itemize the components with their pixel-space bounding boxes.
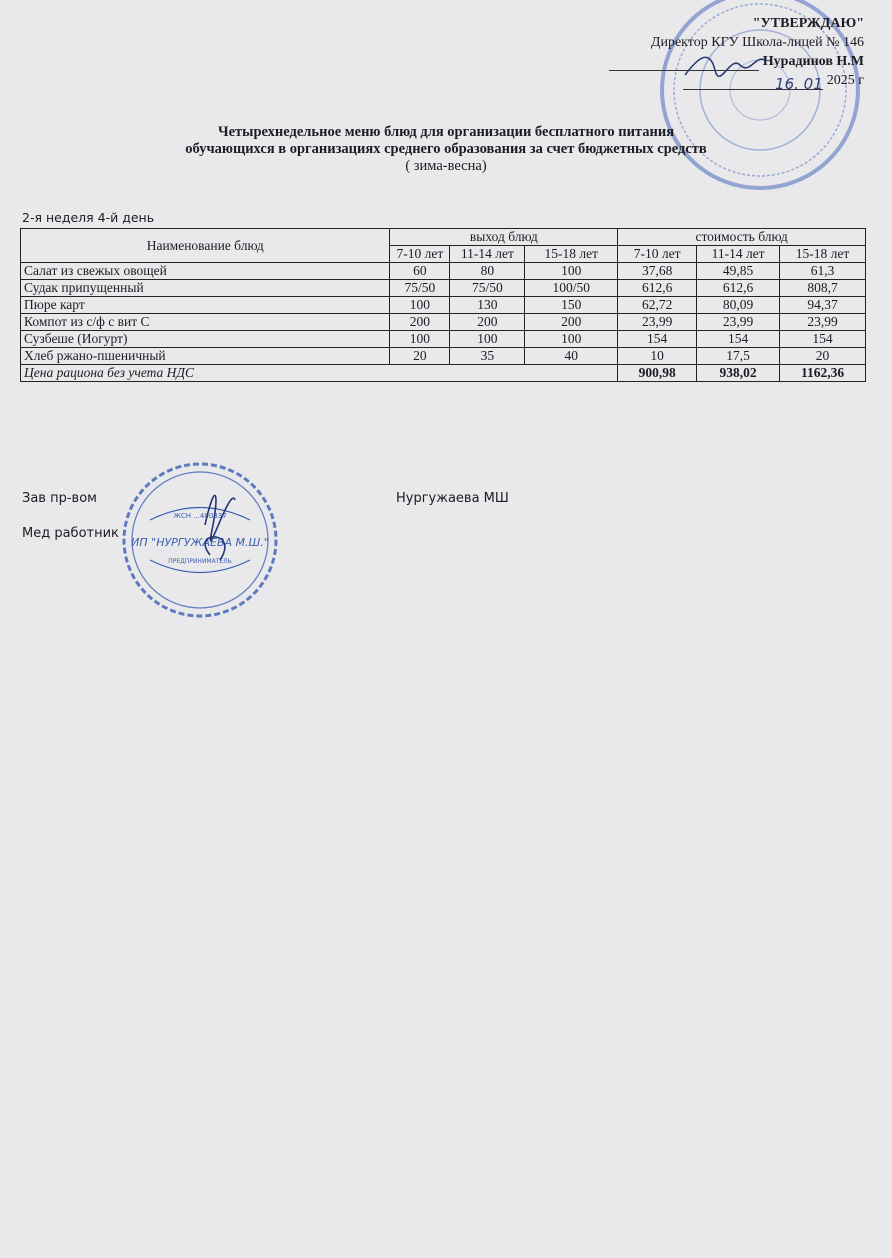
table-row: Салат из свежых овощей 60 80 100 37,68 49,85 6… <box>19 262 866 280</box>
approver-position: Директор КГУ Школа-лицей № 146 <box>650 35 864 50</box>
cost-cell: 37,68 <box>617 262 698 280</box>
yield-cell: 100/50 <box>524 279 619 297</box>
company-stamp-bottom: ИП "НУРГУЖАЕВА М.Ш." ЖСН ...400337 ПРЕДП… <box>122 462 278 618</box>
table-row: Хлеб ржано-пшеничный 20 35 40 10 17,5 20 <box>19 347 866 365</box>
menu-table: Наименование блюд выход блюд стоимость б… <box>19 228 866 382</box>
yield-cell: 200 <box>524 313 619 331</box>
title-season: ( зима-весна) <box>405 158 487 174</box>
dish-name: Салат из свежых овощей <box>19 262 391 280</box>
yield-cell: 60 <box>389 262 451 280</box>
cost-cell: 808,7 <box>779 279 866 297</box>
director-signature <box>684 56 766 78</box>
header-age: 7-10 лет <box>389 245 451 263</box>
yield-cell: 200 <box>449 313 526 331</box>
yield-cell: 150 <box>524 296 619 314</box>
cost-cell: 17,5 <box>696 347 781 365</box>
production-name: Нургужаева МШ <box>396 491 509 506</box>
total-row: Цена рациона без учета НДС 900,98 938,02… <box>19 364 866 382</box>
cost-cell: 61,3 <box>779 262 866 280</box>
yield-cell: 200 <box>389 313 451 331</box>
dish-name: Сузбеше (Иогурт) <box>19 330 391 348</box>
yield-cell: 80 <box>449 262 526 280</box>
yield-cell: 35 <box>449 347 526 365</box>
header-age: 11-14 лет <box>696 245 781 263</box>
cost-cell: 612,6 <box>617 279 698 297</box>
cost-cell: 62,72 <box>617 296 698 314</box>
header-age: 11-14 лет <box>449 245 526 263</box>
cost-cell: 154 <box>779 330 866 348</box>
medic-label: Мед работник <box>22 526 119 541</box>
yield-cell: 100 <box>449 330 526 348</box>
svg-text:ИП "НУРГУЖАЕВА М.Ш.": ИП "НУРГУЖАЕВА М.Ш." <box>131 536 269 549</box>
cost-cell: 23,99 <box>617 313 698 331</box>
yield-cell: 75/50 <box>449 279 526 297</box>
dish-name: Пюре карт <box>19 296 391 314</box>
yield-cell: 130 <box>449 296 526 314</box>
cost-cell: 80,09 <box>696 296 781 314</box>
total-cost: 938,02 <box>696 364 781 382</box>
cost-cell: 20 <box>779 347 866 365</box>
yield-cell: 100 <box>524 330 619 348</box>
yield-cell: 20 <box>389 347 451 365</box>
cost-cell: 94,37 <box>779 296 866 314</box>
cost-cell: 612,6 <box>696 279 781 297</box>
cost-cell: 49,85 <box>696 262 781 280</box>
cost-cell: 154 <box>617 330 698 348</box>
header-yield: выход блюд <box>389 228 619 246</box>
total-cost: 900,98 <box>617 364 698 382</box>
cost-cell: 10 <box>617 347 698 365</box>
week-day-label: 2-я неделя 4-й день <box>22 210 155 225</box>
table-row: Пюре карт 100 130 150 62,72 80,09 94,37 <box>19 296 866 314</box>
approval-block: "УТВЕРЖДАЮ" Директор КГУ Школа-лицей № 1… <box>608 14 864 93</box>
header-age: 15-18 лет <box>779 245 866 263</box>
official-stamp-top <box>660 0 860 190</box>
cost-cell: 154 <box>696 330 781 348</box>
approver-name: Нурадинов Н.М <box>762 54 864 69</box>
header-age: 15-18 лет <box>524 245 619 263</box>
dish-name: Хлеб ржано-пшеничный <box>19 347 391 365</box>
date-line: 16. 01 <box>682 75 823 93</box>
svg-text:ЖСН ...400337: ЖСН ...400337 <box>173 512 226 520</box>
cost-cell: 23,99 <box>696 313 781 331</box>
header-age: 7-10 лет <box>617 245 698 263</box>
document-title: Четырехнедельное меню блюд для организац… <box>0 124 892 175</box>
title-line-1: Четырехнедельное меню блюд для организац… <box>217 124 675 140</box>
title-line-2: обучающихся в организациях среднего обра… <box>185 141 707 157</box>
signature-line <box>608 56 759 71</box>
total-label: Цена рациона без учета НДС <box>19 364 619 382</box>
approval-date-handwritten: 16. 01 <box>775 75 823 93</box>
cost-cell: 23,99 <box>779 313 866 331</box>
yield-cell: 100 <box>524 262 619 280</box>
yield-cell: 40 <box>524 347 619 365</box>
svg-text:ПРЕДПРИНИМАТЕЛЬ: ПРЕДПРИНИМАТЕЛЬ <box>168 558 232 565</box>
yield-cell: 100 <box>389 296 451 314</box>
table-header-row: Наименование блюд выход блюд стоимость б… <box>19 228 866 263</box>
total-cost: 1162,36 <box>779 364 866 382</box>
yield-cell: 75/50 <box>389 279 451 297</box>
yield-cell: 100 <box>389 330 451 348</box>
approval-year: 2025 г <box>826 73 864 88</box>
dish-name: Компот из с/ф с вит С <box>19 313 391 331</box>
table-row: Компот из с/ф с вит С 200 200 200 23,99 23,99… <box>19 313 866 331</box>
header-cost: стоимость блюд <box>617 228 866 246</box>
dish-name: Судак припущенный <box>19 279 391 297</box>
table-row: Судак припущенный 75/50 75/50 100/50 612,6 61… <box>19 279 866 297</box>
header-dish-name: Наименование блюд <box>19 228 391 263</box>
table-row: Сузбеше (Иогурт) 100 100 100 154 154 154 <box>19 330 866 348</box>
production-label: Зав пр-вом <box>22 491 97 506</box>
approval-heading: "УТВЕРЖДАЮ" <box>752 16 864 31</box>
